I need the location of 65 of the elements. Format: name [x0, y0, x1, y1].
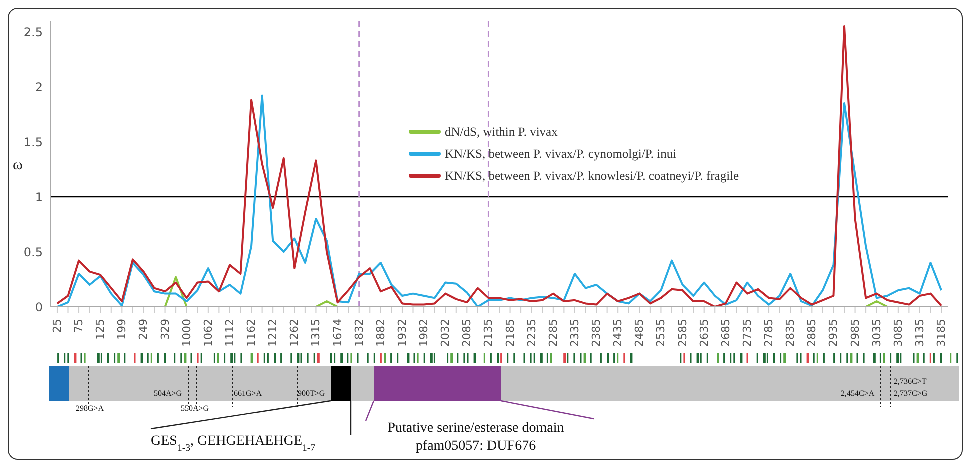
y-axis-title: ω — [13, 157, 23, 174]
x-tick-label: 2435 — [612, 319, 625, 347]
x-tick-label: 2285 — [546, 319, 560, 347]
x-tick-label: 1062 — [202, 319, 215, 347]
x-tick-label: 2685 — [719, 319, 732, 347]
line-series — [56, 94, 943, 307]
x-tick-label: 1315 — [310, 319, 323, 347]
x-tick-label: 2585 — [676, 319, 690, 347]
text: GES$_{1-3}$, GEHGEHAEHGE$_{1-7}$ — [151, 434, 316, 454]
y-tick-label: 0 — [35, 300, 43, 314]
x-tick-label: 3035 — [870, 319, 884, 347]
line-series — [56, 26, 943, 307]
x-tick-label: 3085 — [892, 319, 905, 347]
x-tick-label: 125 — [94, 319, 108, 340]
x-tick-label: 2635 — [698, 319, 711, 347]
x-tick-label: 2735 — [740, 319, 754, 347]
x-tick-label: 2385 — [590, 319, 604, 347]
text: 298G>A — [76, 404, 104, 413]
text: 550A>G — [181, 404, 210, 413]
legend-label: KN/KS, between P. vivax/P. knowlesi/P. coatneyi/P. fragile — [445, 168, 740, 184]
y-tick-label: 1.5 — [24, 135, 43, 150]
x-tick-label: 1212 — [266, 319, 280, 347]
x-tick-label: 2535 — [654, 319, 668, 347]
y-tick-label: 2 — [35, 80, 43, 94]
x-tick-label: 2335 — [568, 319, 582, 347]
x-tick-label: 3135 — [913, 319, 926, 347]
x-tick-label: 2785 — [762, 319, 776, 347]
x-tick-label: 1932 — [396, 319, 409, 347]
x-tick-label: 2235 — [525, 319, 538, 347]
text: 2,736C>T — [894, 377, 927, 386]
x-tick-label: 2185 — [504, 319, 517, 347]
x-tick-label: 1832 — [352, 319, 366, 347]
x-tick-label: 249 — [137, 319, 150, 340]
x-tick-label: 2885 — [806, 319, 819, 347]
text: Putative serine/esterase domain — [388, 421, 564, 436]
x-tick-label: 1262 — [288, 319, 302, 347]
text: 900T>G — [298, 389, 326, 398]
text: 504A>G — [154, 389, 182, 398]
x-tick-label: 75 — [72, 319, 86, 333]
x-tick-label: 2985 — [848, 319, 862, 347]
x-tick-label: 2485 — [633, 319, 646, 347]
x-tick-label: 2085 — [460, 319, 474, 347]
x-tick-label: 2032 — [439, 319, 452, 347]
y-tick-label: 1 — [35, 190, 43, 204]
x-tick-label: 1162 — [245, 319, 258, 347]
x-tick-label: 2835 — [784, 319, 798, 347]
legend-label: dN/dS, within P. vivax — [445, 124, 558, 140]
y-tick-label: 2.5 — [24, 25, 43, 40]
x-tick-label: 2135 — [482, 319, 496, 347]
text: pfam05057: DUF676 — [416, 439, 536, 454]
legend-label: KN/KS, between P. vivax/P. cynomolgi/P. inui — [445, 146, 677, 162]
text: 661G>A — [234, 389, 262, 398]
x-tick-label: 2935 — [827, 319, 840, 347]
x-tick-label: 3185 — [935, 319, 948, 347]
x-tick-label: 1112 — [223, 319, 236, 347]
x-tick-label: 1674 — [331, 319, 344, 347]
text: 2,737C>G — [894, 389, 928, 398]
x-tick-label: 199 — [116, 319, 129, 340]
x-tick-label: 329 — [158, 319, 172, 340]
x-tick-label: 1982 — [418, 319, 431, 347]
x-tick-label: 25 — [50, 319, 64, 333]
text: 2,454C>A — [841, 389, 875, 398]
x-tick-label: 1000 — [180, 319, 194, 347]
x-tick-label: 1882 — [374, 319, 388, 347]
y-tick-label: 0.5 — [24, 245, 43, 260]
